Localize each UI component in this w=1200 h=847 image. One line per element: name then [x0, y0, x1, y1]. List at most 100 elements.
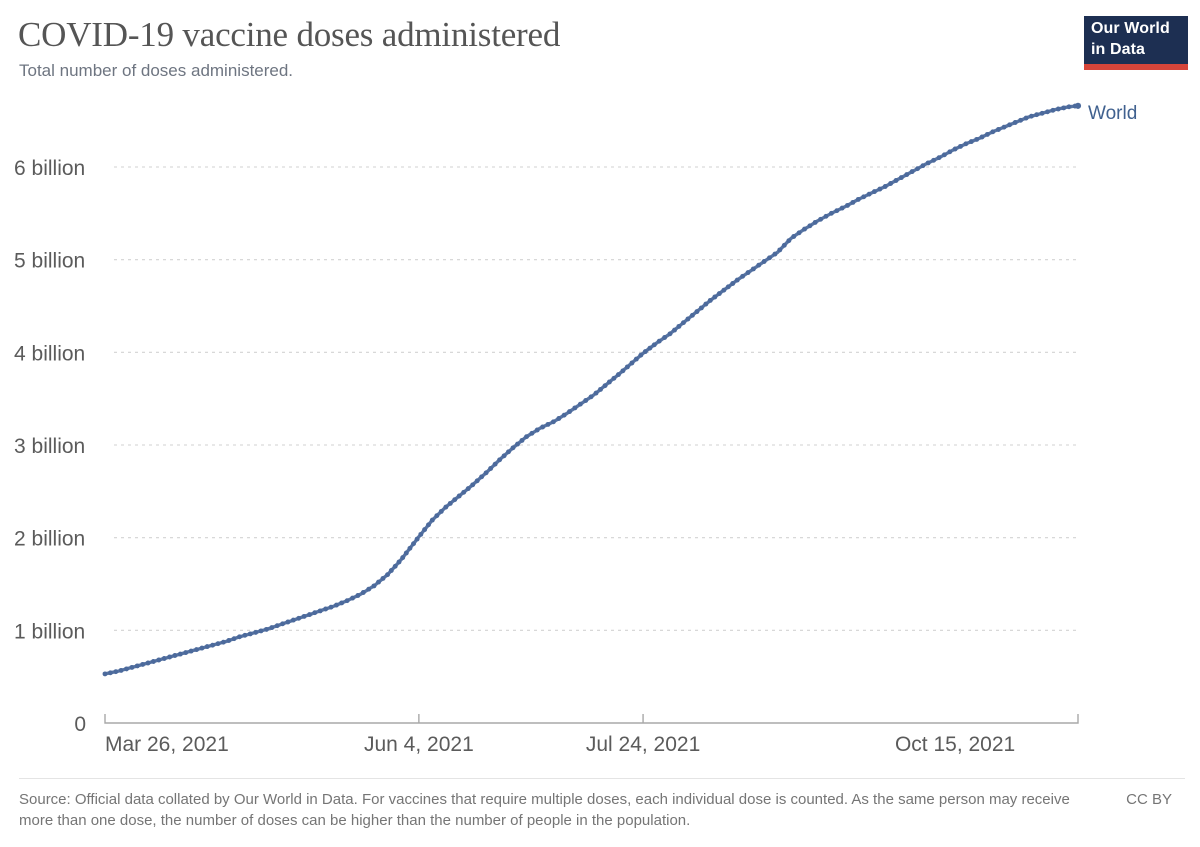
series-marker	[1055, 106, 1061, 112]
series-marker	[855, 196, 861, 202]
series-marker	[772, 251, 778, 257]
series-label-world: World	[1088, 103, 1137, 124]
series-marker	[534, 427, 540, 433]
series-marker	[968, 139, 974, 145]
series-marker	[161, 656, 167, 661]
series-marker	[497, 457, 503, 463]
series-marker	[188, 648, 194, 654]
series-marker	[1012, 120, 1018, 125]
series-marker	[812, 219, 818, 225]
logo-red-bar	[1084, 64, 1188, 70]
series-marker	[263, 626, 269, 632]
series-marker	[672, 327, 677, 333]
gridlines	[114, 166, 1078, 631]
x-axis-tick-label: Jun 4, 2021	[364, 733, 474, 756]
chart-subtitle: Total number of doses administered.	[19, 61, 294, 80]
license-label[interactable]: CC BY	[1126, 791, 1172, 808]
series-marker	[676, 323, 682, 329]
series-marker	[707, 297, 713, 303]
series-marker	[823, 213, 829, 219]
series-marker	[882, 184, 888, 189]
series-marker	[296, 615, 302, 621]
series-marker	[124, 666, 129, 672]
series-marker	[828, 210, 834, 216]
x-axis	[104, 714, 1079, 724]
data-series-world[interactable]	[102, 102, 1082, 677]
series-marker	[396, 559, 402, 565]
series-marker	[461, 489, 467, 495]
series-marker	[150, 659, 156, 664]
series-marker	[492, 461, 498, 467]
series-marker	[904, 172, 910, 178]
source-note: Source: Official data collated by Our Wo…	[19, 791, 1070, 829]
logo-line-1: Our World	[1091, 20, 1170, 37]
series-marker	[734, 277, 740, 283]
series-marker	[1066, 104, 1072, 110]
series-marker	[301, 613, 307, 619]
our-world-in-data-logo[interactable]: Our World in Data	[1084, 16, 1188, 70]
series-marker	[583, 398, 589, 403]
series-marker	[140, 661, 146, 667]
series-marker	[745, 270, 751, 276]
line-chart-plot[interactable]: 0 1 billion 2 billion 3 billion 4 billion 5 b…	[0, 0, 1200, 790]
series-marker	[647, 345, 653, 351]
series-marker	[438, 508, 444, 514]
series-marker	[456, 493, 462, 499]
series-marker	[703, 301, 709, 307]
series-marker	[145, 660, 151, 666]
series-marker	[434, 513, 440, 519]
series-marker	[113, 669, 119, 675]
series-marker	[761, 259, 767, 264]
y-axis-tick-label: 5 billion	[14, 250, 85, 273]
series-marker	[253, 629, 259, 635]
y-axis-zero-label: 0	[74, 713, 86, 736]
series-marker	[183, 650, 189, 656]
series-marker	[602, 383, 608, 389]
series-marker	[1007, 122, 1013, 128]
series-marker	[598, 386, 603, 392]
series-marker	[1061, 105, 1067, 111]
series-marker	[920, 163, 926, 169]
series-line	[103, 104, 1080, 676]
series-marker	[642, 349, 648, 355]
series-marker	[958, 143, 963, 149]
series-marker	[781, 242, 787, 248]
series-marker	[285, 619, 291, 625]
series-marker	[556, 416, 562, 421]
series-marker	[750, 266, 756, 272]
series-marker	[344, 598, 350, 604]
series-marker	[519, 437, 525, 443]
series-marker	[339, 600, 345, 606]
series-marker	[861, 194, 867, 200]
series-marker	[376, 579, 381, 585]
series-marker	[470, 482, 476, 488]
series-marker	[447, 500, 453, 506]
series-marker	[1023, 115, 1029, 121]
series-marker	[1039, 110, 1045, 116]
series-marker	[624, 364, 630, 370]
series-marker	[656, 338, 662, 344]
series-marker	[685, 316, 691, 322]
series-marker	[721, 287, 727, 293]
series-marker	[725, 284, 731, 290]
series-marker	[651, 342, 657, 348]
y-axis-tick-label: 2 billion	[14, 528, 85, 551]
series-marker	[786, 238, 792, 244]
series-marker	[388, 568, 394, 573]
series-marker	[328, 604, 334, 610]
series-marker	[177, 651, 183, 657]
series-marker	[866, 191, 872, 197]
series-marker	[577, 401, 583, 407]
series-marker	[694, 309, 700, 315]
series-marker	[611, 375, 617, 381]
series-marker	[818, 216, 824, 222]
series-marker	[102, 671, 108, 677]
series-marker	[941, 152, 947, 158]
series-marker	[540, 424, 546, 430]
series-marker	[974, 136, 980, 142]
series-marker	[204, 644, 210, 650]
x-axis-line	[104, 714, 1079, 724]
series-marker	[247, 631, 253, 637]
series-marker	[615, 372, 621, 378]
